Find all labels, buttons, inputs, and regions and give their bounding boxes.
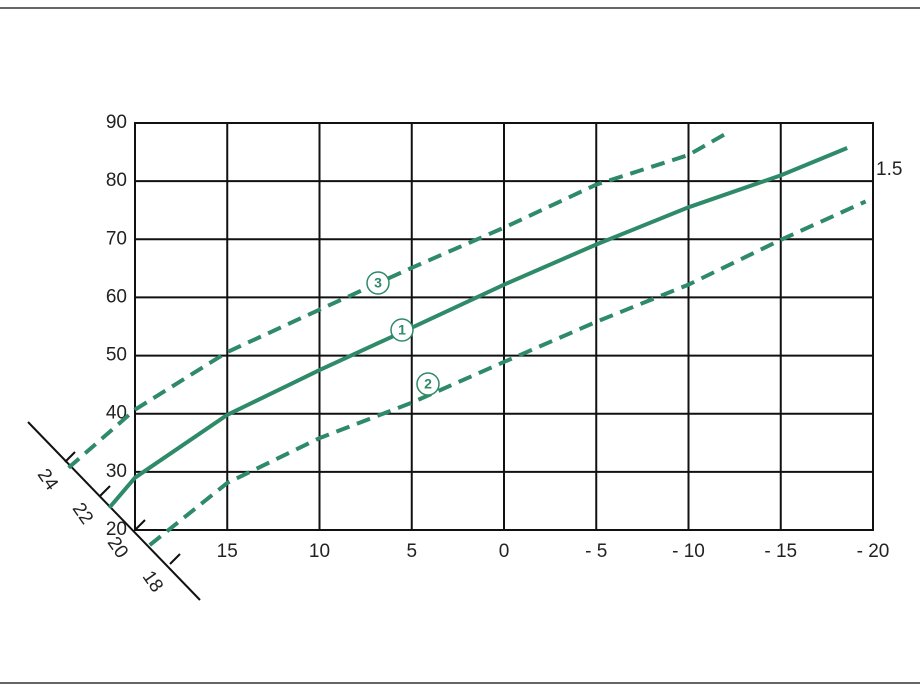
y-tick-label: 50	[106, 345, 127, 366]
y-tick-label: 30	[106, 461, 127, 482]
x-tick-label: - 5	[585, 541, 607, 562]
curve-label-circle	[416, 372, 440, 396]
x-tick-label: 15	[217, 541, 238, 562]
y-tick-label: 40	[106, 403, 127, 424]
curve-label: 3	[374, 275, 382, 291]
y-tick-label: 70	[106, 228, 127, 249]
x-tick-label: 0	[499, 541, 510, 562]
y-tick-label: 90	[106, 112, 127, 133]
curve-label-circle	[366, 271, 390, 295]
curve	[148, 199, 867, 547]
curve	[107, 146, 848, 510]
curve-slope-label: 1.5	[876, 159, 902, 180]
room-temperature-label: 18	[138, 567, 167, 596]
room-temperature-tick	[64, 451, 76, 463]
x-tick-label: - 15	[764, 541, 797, 562]
room-temperature-tick	[134, 519, 146, 531]
room-temperature-label: 24	[33, 465, 63, 495]
x-tick-label: - 10	[672, 541, 705, 562]
x-tick-label: 5	[406, 541, 417, 562]
x-tick-label: - 20	[857, 541, 890, 562]
room-temperature-label: 22	[68, 499, 97, 528]
room-temperature-tick	[169, 553, 181, 565]
room-temperature-axis	[27, 421, 201, 601]
curve-label: 2	[424, 376, 432, 392]
curve-label: 1	[398, 322, 406, 338]
room-temperature-tick	[99, 485, 111, 497]
x-tick-label: 10	[309, 541, 330, 562]
y-tick-label: 20	[106, 519, 127, 540]
y-tick-label: 80	[106, 170, 127, 191]
curve	[67, 131, 729, 470]
curve-label-circle	[390, 318, 414, 342]
y-tick-label: 60	[106, 286, 127, 307]
